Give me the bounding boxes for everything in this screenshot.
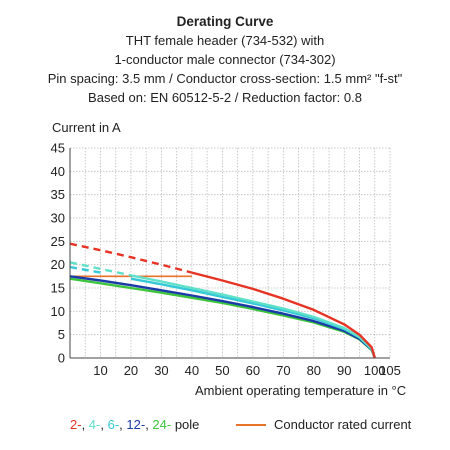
series-line-2-pole <box>191 271 376 359</box>
subtitle-line-2: 1-conductor male connector (734-302) <box>114 52 336 67</box>
x-tick-label: 60 <box>246 363 260 378</box>
pole-legend-item: 2- <box>70 417 82 432</box>
x-tick-label: 40 <box>185 363 199 378</box>
chart-series <box>69 242 376 359</box>
x-tick-label: 30 <box>154 363 168 378</box>
y-tick-label: 35 <box>51 187 65 202</box>
y-axis-label: Current in A <box>52 120 121 135</box>
pole-legend-item: pole <box>171 417 200 432</box>
chart-header: Derating Curve THT female header (734-53… <box>0 12 450 107</box>
pole-legend-item: , <box>145 417 153 432</box>
grid-lines <box>70 147 391 358</box>
series-line-2-pole-dashed <box>69 242 193 274</box>
y-tick-label: 15 <box>51 281 65 296</box>
pole-legend-item: 12- <box>126 417 146 432</box>
pole-legend-item: 4- <box>88 417 101 432</box>
pole-legend-item: 24- <box>152 417 172 432</box>
x-tick-label: 70 <box>276 363 290 378</box>
chart-axes <box>69 148 390 359</box>
rated-current-legend: Conductor rated current <box>236 417 411 432</box>
series-line-4-pole <box>130 274 376 359</box>
pole-legend-item: 6- <box>107 417 120 432</box>
series-line-4-pole-dashed <box>69 261 132 277</box>
y-tick-label: 5 <box>58 327 65 342</box>
x-axis-label: Ambient operating temperature in °C <box>195 383 407 398</box>
rated-current-swatch <box>236 423 266 426</box>
x-tick-label: 10 <box>93 363 107 378</box>
pole-legend-item: , <box>81 417 89 432</box>
chart-title: Derating Curve <box>176 14 274 29</box>
x-tick-label: 50 <box>215 363 229 378</box>
pole-legend-item: , <box>119 417 127 432</box>
y-tick-label: 10 <box>51 304 65 319</box>
subtitle-line-4: Based on: EN 60512-5-2 / Reduction facto… <box>88 90 362 105</box>
x-tick-label: 105 <box>379 363 401 378</box>
x-tick-label: 20 <box>124 363 138 378</box>
subtitle-line-1: THT female header (734-532) with <box>125 33 325 48</box>
pole-legend-item: , <box>100 417 108 432</box>
y-tick-label: 40 <box>51 164 65 179</box>
x-tick-label: 90 <box>337 363 351 378</box>
y-tick-label: 20 <box>51 257 65 272</box>
y-tick-label: 0 <box>58 351 65 366</box>
x-tick-label: 80 <box>307 363 321 378</box>
series-line-6-pole-dashed <box>69 265 101 274</box>
x-tick-label: 100 <box>364 363 386 378</box>
subtitle-line-3: Pin spacing: 3.5 mm / Conductor cross-se… <box>47 71 403 86</box>
y-tick-label: 45 <box>51 141 65 156</box>
rated-current-label: Conductor rated current <box>274 417 412 432</box>
y-tick-label: 25 <box>51 234 65 249</box>
pole-legend: 2-, 4-, 6-, 12-, 24- pole <box>70 417 199 432</box>
tick-labels: 0 5 10 15 20 25 30 35 40 45 10 20 30 40 50 60 70 80 90 1001… <box>51 141 401 379</box>
y-tick-label: 30 <box>51 211 65 226</box>
